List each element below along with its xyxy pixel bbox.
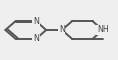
Text: N: N — [33, 34, 39, 43]
Text: N: N — [59, 26, 65, 34]
Text: NH: NH — [97, 26, 109, 34]
Text: N: N — [33, 17, 39, 26]
